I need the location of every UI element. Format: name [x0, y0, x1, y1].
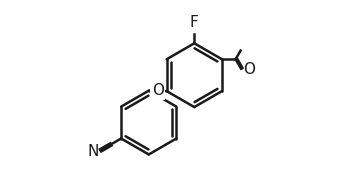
Text: F: F	[190, 15, 199, 30]
Text: O: O	[152, 83, 164, 98]
Text: N: N	[88, 144, 99, 159]
Text: O: O	[243, 62, 255, 77]
